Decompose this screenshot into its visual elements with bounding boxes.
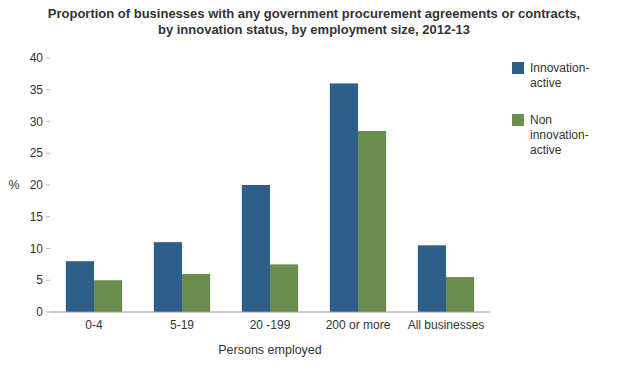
y-tick-label: 30 xyxy=(30,115,44,129)
x-axis-line xyxy=(50,312,490,313)
y-tick-label: 0 xyxy=(36,305,43,319)
y-tick-label: 10 xyxy=(30,242,44,256)
y-tick xyxy=(46,185,50,186)
x-tick-label: 5-19 xyxy=(170,318,194,332)
bar xyxy=(154,242,182,312)
x-tick-label: 0-4 xyxy=(85,318,103,332)
y-tick-label: 20 xyxy=(30,178,44,192)
bar xyxy=(94,280,122,312)
y-tick xyxy=(46,89,50,90)
x-tick-label: 20 -199 xyxy=(250,318,291,332)
y-tick-label: 35 xyxy=(30,83,44,97)
bar xyxy=(446,277,474,312)
y-tick-label: 5 xyxy=(36,273,43,287)
y-tick xyxy=(46,216,50,217)
y-axis-label: % xyxy=(8,178,19,192)
chart-container: Proportion of businesses with any govern… xyxy=(0,0,628,370)
y-tick-label: 25 xyxy=(30,146,44,160)
series xyxy=(66,83,446,312)
legend-swatch xyxy=(512,114,524,126)
bars xyxy=(66,83,474,312)
legend-swatch xyxy=(512,62,524,74)
y-tick-label: 40 xyxy=(30,51,44,65)
bar xyxy=(330,83,358,312)
bar xyxy=(270,264,298,312)
chart: Proportion of businesses with any govern… xyxy=(0,0,628,370)
x-tick-label: 200 or more xyxy=(326,318,391,332)
y-tick xyxy=(46,280,50,281)
series xyxy=(94,131,474,312)
legend-label: Noninnovation-active xyxy=(530,113,589,157)
bar xyxy=(66,261,94,312)
x-tick-label: All businesses xyxy=(408,318,485,332)
legend: Innovation-active Noninnovation-active xyxy=(512,61,589,157)
chart-title: Proportion of businesses with any govern… xyxy=(48,6,580,37)
bar xyxy=(242,185,270,312)
y-tick xyxy=(46,121,50,122)
legend-label: Innovation-active xyxy=(530,61,589,90)
y-tick xyxy=(46,153,50,154)
bar xyxy=(418,245,446,312)
bar xyxy=(182,274,210,312)
x-axis: 0-4 5-19 20 -199 200 or more All businesses xyxy=(50,312,490,332)
bar xyxy=(358,131,386,312)
y-tick xyxy=(46,248,50,249)
x-axis-label: Persons employed xyxy=(218,343,322,357)
y-axis: 0 5 10 15 20 25 30 35 40 xyxy=(30,51,50,319)
y-tick xyxy=(46,312,50,313)
y-tick-label: 15 xyxy=(30,210,44,224)
y-tick xyxy=(46,58,50,59)
